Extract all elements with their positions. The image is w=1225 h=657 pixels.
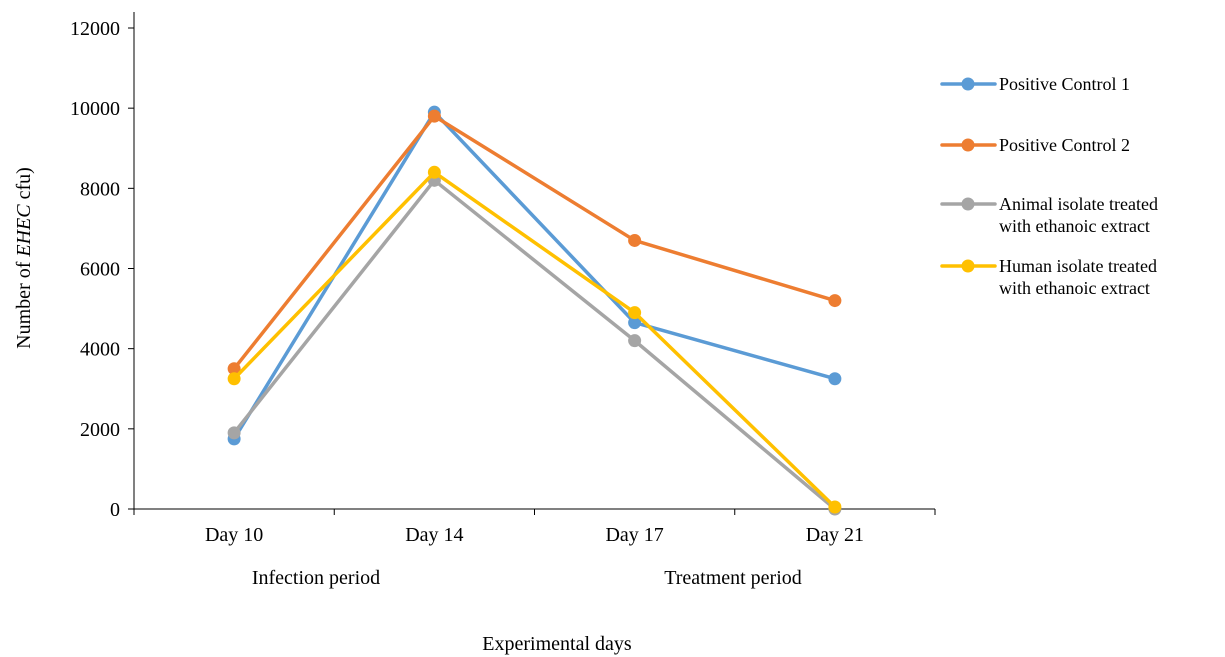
legend-label-3: Animal isolate treated bbox=[999, 194, 1158, 214]
legend-label-1: Positive Control 1 bbox=[999, 74, 1130, 94]
y-axis-title-italic: EHEC bbox=[13, 204, 35, 258]
data-point bbox=[427, 165, 441, 179]
y-tick-label: 10000 bbox=[70, 98, 120, 120]
y-tick-label: 4000 bbox=[80, 339, 120, 361]
data-point bbox=[227, 362, 241, 376]
x-tick-label: Day 14 bbox=[405, 524, 463, 546]
x-axis-title: Experimental days bbox=[482, 633, 632, 655]
data-point bbox=[628, 334, 642, 348]
data-point bbox=[427, 109, 441, 123]
data-point bbox=[828, 294, 842, 308]
legend-marker-4 bbox=[961, 259, 975, 273]
legend-marker-1 bbox=[961, 77, 975, 91]
data-point bbox=[828, 500, 842, 514]
y-tick-label: 0 bbox=[110, 499, 120, 521]
legend-label-4: with ethanoic extract bbox=[999, 278, 1150, 298]
axes: 0 2000 4000 6000 8000 10000 12000 Day 10 Day 14 D… bbox=[70, 12, 936, 546]
legend-label-3: with ethanoic extract bbox=[999, 216, 1150, 236]
data-point bbox=[227, 372, 241, 386]
y-tick-label: 12000 bbox=[70, 18, 120, 40]
y-axis-title-suffix: cfu) bbox=[13, 167, 35, 204]
infection-period-label: Infection period bbox=[252, 567, 380, 589]
y-axis-title: Number of EHEC cfu) bbox=[13, 167, 35, 349]
legend-label-2: Positive Control 2 bbox=[999, 135, 1130, 155]
series-line-1 bbox=[232, 110, 837, 441]
data-point bbox=[628, 316, 642, 330]
legend-label-4: Human isolate treated bbox=[999, 256, 1157, 276]
x-tick-label: Day 10 bbox=[205, 524, 263, 546]
series-line-4 bbox=[232, 170, 837, 509]
y-tick-label: 8000 bbox=[80, 178, 120, 200]
y-tick-label: 6000 bbox=[80, 259, 120, 281]
series-lines bbox=[227, 105, 842, 516]
legend-marker-3 bbox=[961, 197, 975, 211]
data-point bbox=[828, 372, 842, 386]
data-point bbox=[628, 233, 642, 247]
data-point bbox=[227, 426, 241, 440]
legend: Positive Control 1 Positive Control 2 Anim… bbox=[940, 74, 1158, 298]
y-axis-title-prefix: Number of bbox=[13, 257, 35, 349]
x-tick-label: Day 21 bbox=[806, 524, 864, 546]
x-tick-label: Day 17 bbox=[605, 524, 663, 546]
data-point bbox=[628, 306, 642, 320]
y-tick-label: 2000 bbox=[80, 419, 120, 441]
series-line-2 bbox=[232, 114, 837, 371]
treatment-period-label: Treatment period bbox=[664, 567, 802, 589]
legend-marker-2 bbox=[961, 138, 975, 152]
series-line-3 bbox=[232, 178, 837, 511]
